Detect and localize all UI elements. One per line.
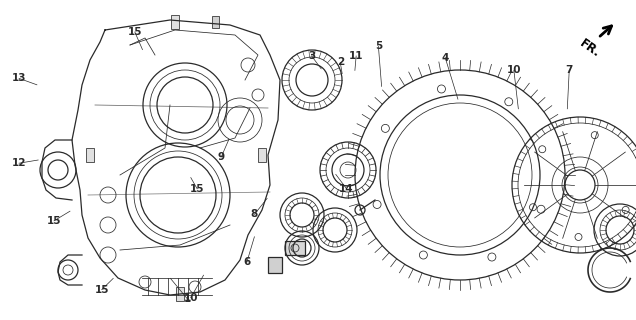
Text: 2: 2 [336, 57, 344, 68]
Text: 8: 8 [251, 209, 258, 220]
Bar [268, 257, 282, 273]
Text: 15: 15 [95, 284, 109, 295]
Text: 10: 10 [507, 65, 521, 76]
Text: 4: 4 [441, 52, 449, 63]
Bar [171, 15, 179, 29]
Text: 3: 3 [308, 51, 315, 61]
Text: 11: 11 [349, 51, 363, 61]
Text: 12: 12 [12, 158, 26, 168]
Text: 5: 5 [375, 41, 382, 52]
Bar [86, 148, 94, 162]
Bar [176, 287, 184, 301]
Text: 6: 6 [243, 257, 251, 268]
Bar [258, 148, 266, 162]
Bar [212, 16, 219, 28]
Bar [285, 241, 305, 255]
Text: 13: 13 [12, 73, 26, 84]
Text: 10: 10 [184, 292, 198, 303]
Text: 7: 7 [565, 65, 573, 76]
Text: 15: 15 [190, 184, 204, 194]
Text: 15: 15 [47, 216, 61, 226]
Text: FR.: FR. [577, 36, 603, 60]
Text: 14: 14 [340, 184, 354, 194]
Text: 9: 9 [218, 152, 225, 162]
Text: 15: 15 [128, 27, 142, 37]
Text: 1: 1 [184, 294, 191, 304]
